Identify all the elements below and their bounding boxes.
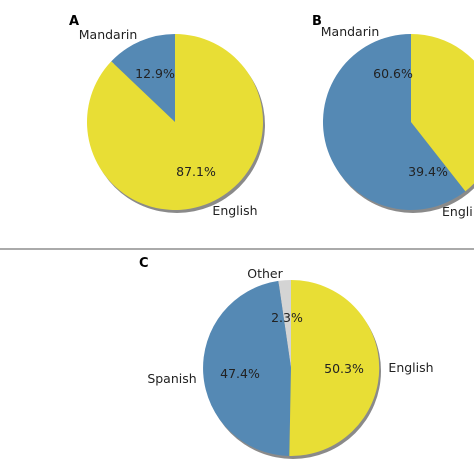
slice-label-c-other: Other xyxy=(247,266,283,281)
slice-c-other xyxy=(278,280,291,368)
panel-label-b: B xyxy=(312,14,322,29)
pie-chart-b: B 60.6% 39.4% Mandarin Engli xyxy=(312,14,474,219)
pie-chart-c: C 2.3% 47.4% 50.3% Other Spanish English xyxy=(139,256,434,459)
pct-label-c-spanish: 47.4% xyxy=(220,366,260,381)
panel-label-c: C xyxy=(139,256,149,271)
panel-label-a: A xyxy=(69,14,79,29)
pct-label-a-mandarin: 12.9% xyxy=(135,66,175,81)
pct-label-b-mandarin: 60.6% xyxy=(373,66,413,81)
pct-label-b-english: 39.4% xyxy=(408,164,448,179)
pct-label-a-english: 87.1% xyxy=(176,164,216,179)
slice-c-spanish xyxy=(203,280,291,456)
pct-label-c-english: 50.3% xyxy=(324,361,364,376)
slice-label-a-mandarin: Mandarin xyxy=(79,27,138,42)
pie-chart-a: A 12.9% 87.1% Mandarin English xyxy=(69,14,265,218)
pct-label-c-other: 2.3% xyxy=(271,310,303,325)
slice-label-b-mandarin: Mandarin xyxy=(321,24,380,39)
slice-a-mandarin xyxy=(111,34,175,122)
slice-label-b-english: Engli xyxy=(442,204,473,219)
slice-label-c-spanish: Spanish xyxy=(147,371,196,386)
slice-b-english xyxy=(411,34,474,192)
slice-b-mandarin xyxy=(322,34,466,211)
slice-label-a-english: English xyxy=(212,203,257,218)
slice-label-c-english: English xyxy=(388,360,433,375)
slice-c-english xyxy=(289,279,380,456)
slice-a-english xyxy=(87,34,264,210)
